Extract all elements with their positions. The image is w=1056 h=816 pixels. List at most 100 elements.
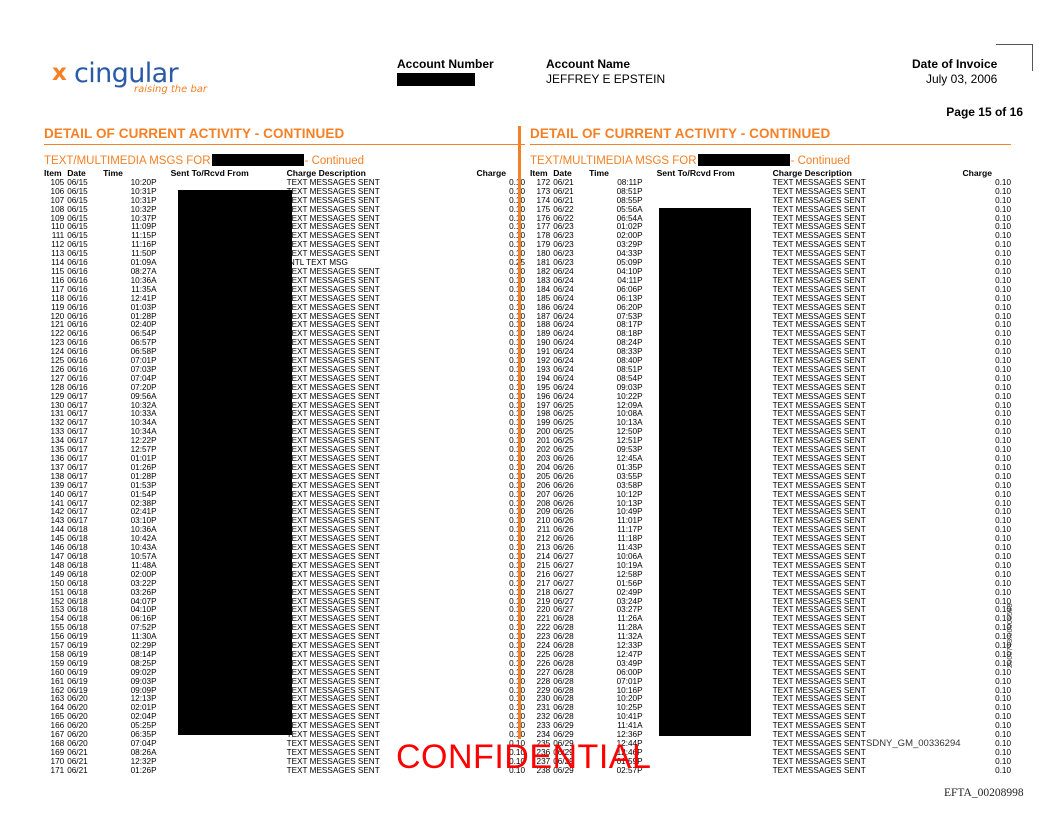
cell-time: 10:32A <box>130 400 157 410</box>
cell-date: 06/24 <box>553 266 574 276</box>
cell-date: 06/24 <box>553 364 574 374</box>
cell-date: 06/27 <box>553 587 574 597</box>
cell-item: 219 <box>536 596 551 606</box>
cell-time: 04:10P <box>130 605 157 615</box>
cell-date: 06/26 <box>553 462 574 472</box>
cell-time: 10:20P <box>616 694 643 704</box>
cell-charge: 0.10 <box>995 587 1011 597</box>
cell-desc: TEXT MESSAGES SENT <box>772 676 866 686</box>
cell-desc: TEXT MESSAGES SENT <box>286 765 380 775</box>
cell-charge: 0.10 <box>476 597 525 607</box>
cell-sent <box>657 758 773 767</box>
cell-sent <box>657 740 773 749</box>
cell-item: 128 <box>50 382 65 392</box>
table-row: 181 06/23 05:09P TEXT MESSAGES SENT 0.10 <box>530 258 1011 268</box>
cell-time: 12:32P <box>130 756 157 766</box>
cell-time: 12:58P <box>616 569 643 579</box>
cell-charge: 0.10 <box>995 498 1011 508</box>
cell-charge: 0.10 <box>995 569 1011 579</box>
cell-desc: TEXT MESSAGES SENT <box>772 293 866 303</box>
cell-time: 12:57P <box>130 445 157 455</box>
cell-charge: 0.10 <box>476 668 525 678</box>
cell-time: 10:31P <box>130 186 157 196</box>
cell-charge: 0.10 <box>995 409 1011 419</box>
cell-date: 06/28 <box>553 712 574 722</box>
cell-time: 08:14P <box>130 649 157 659</box>
cell-time: 03:29P <box>616 240 643 250</box>
cell-item: 145 <box>50 534 65 544</box>
table-row: 210 06/26 11:01P TEXT MESSAGES SENT 0.10 <box>530 516 1011 526</box>
cell-date: 06/25 <box>553 445 574 455</box>
section-title-right: DETAIL OF CURRENT ACTIVITY - CONTINUED <box>530 126 831 141</box>
cell-time: 06:58P <box>130 347 157 357</box>
cell-time: 10:57A <box>130 551 157 561</box>
cell-date: 06/24 <box>553 391 574 401</box>
cell-desc: TEXT MESSAGES SENT <box>286 445 380 455</box>
cell-date: 06/29 <box>553 739 574 748</box>
cell-desc: TEXT MESSAGES SENT <box>286 756 380 766</box>
table-row: 200 06/25 12:50P TEXT MESSAGES SENT 0.10 <box>530 427 1011 437</box>
cingular-tagline: raising the bar <box>134 84 208 95</box>
cell-date: 06/21 <box>67 747 88 757</box>
table-row: 231 06/28 10:25P TEXT MESSAGES SENT 0.10 <box>530 703 1011 713</box>
cell-time: 03:10P <box>130 516 157 526</box>
cell-item: 234 <box>536 730 551 740</box>
cell-desc: TEXT MESSAGES SENT <box>286 623 380 633</box>
cell-charge: 0.10 <box>476 205 525 215</box>
cell-desc: TEXT MESSAGES SENT <box>286 418 380 428</box>
cell-desc: TEXT MESSAGES SENT <box>772 471 866 481</box>
cell-time: 02:57P <box>616 765 643 775</box>
cell-charge: 0.10 <box>995 222 1011 232</box>
cell-item: 164 <box>50 703 65 713</box>
cell-item: 115 <box>51 266 65 276</box>
col-header-sent-left: Sent To/Rcvd From <box>170 168 249 178</box>
phone-number-redaction-right <box>697 154 790 166</box>
table-row: 180 06/23 04:33P TEXT MESSAGES SENT 0.10 <box>530 249 1011 259</box>
cell-desc: TEXT MESSAGES SENT <box>772 534 866 544</box>
cell-time: 07:52P <box>130 623 157 633</box>
cell-date: 06/22 <box>553 204 574 214</box>
cell-time: 06:57P <box>130 338 157 348</box>
cell-date: 06/18 <box>67 551 88 561</box>
cell-time: 12:46P <box>616 747 643 757</box>
cell-desc: TEXT MESSAGES SENT <box>772 578 866 588</box>
cell-charge: 0.10 <box>995 311 1011 321</box>
cell-desc: TEXT MESSAGES SENT <box>286 186 380 196</box>
cell-time: 12:41P <box>130 293 157 303</box>
cingular-wordmark: cingular <box>74 58 179 89</box>
table-row: 196 06/24 10:22P TEXT MESSAGES SENT 0.10 <box>530 391 1011 402</box>
cell-item: 171 <box>50 765 65 775</box>
cell-charge: 0.10 <box>995 543 1011 553</box>
cell-date: 06/17 <box>67 462 88 472</box>
cell-date: 06/16 <box>67 302 88 312</box>
vertical-document-id: 2000743.00005583 <box>1005 603 1014 668</box>
cell-desc: TEXT MESSAGES SENT <box>286 730 380 740</box>
cell-charge: 0.10 <box>476 623 525 633</box>
cell-item: 229 <box>536 685 551 695</box>
cell-date: 06/26 <box>553 471 574 481</box>
cell-charge: 0.10 <box>995 712 1011 722</box>
cell-desc: TEXT MESSAGES SENT <box>286 266 380 276</box>
cell-item: 192 <box>536 356 551 366</box>
cell-desc: TEXT MESSAGES SENT <box>772 186 866 196</box>
cell-desc: TEXT MESSAGES SENT <box>772 409 866 419</box>
cell-item: 207 <box>536 489 551 499</box>
cell-charge: 0.10 <box>476 214 525 224</box>
cell-date: 06/23 <box>553 222 574 232</box>
table-row: 190 06/24 08:24P TEXT MESSAGES SENT 0.10 <box>530 338 1011 348</box>
cell-charge: 0.10 <box>995 240 1011 250</box>
cell-time: 01:54P <box>130 489 157 499</box>
cell-desc: TEXT MESSAGES SENT <box>286 578 380 588</box>
table-row: 216 06/27 12:58P TEXT MESSAGES SENT 0.10 <box>530 569 1011 580</box>
cell-date: 06/17 <box>67 427 88 437</box>
